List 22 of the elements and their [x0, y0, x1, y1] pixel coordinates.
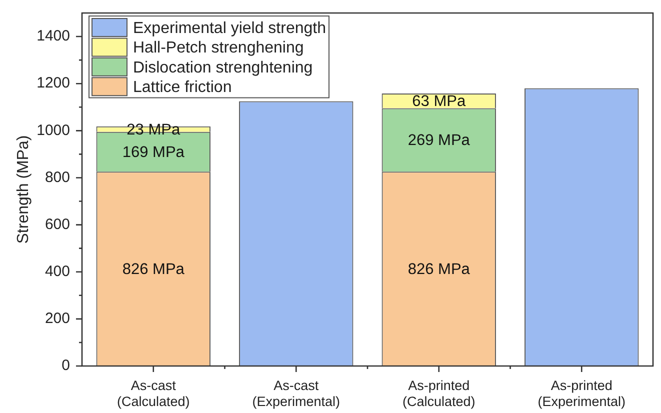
y-tick-label: 200 [44, 310, 70, 328]
data-label: 63 MPa [412, 93, 466, 110]
legend-label: Dislocation strenghtening [133, 59, 313, 76]
y-tick-label: 1000 [36, 122, 70, 139]
x-tick-label: As-cast (Experimental) [252, 378, 340, 410]
data-label: 826 MPa [408, 261, 470, 278]
x-tick-label: As-cast (Calculated) [116, 378, 190, 410]
y-tick-label: 0 [62, 357, 70, 374]
legend-label: Hall-Petch strenghening [133, 40, 304, 57]
legend-label: Experimental yield strength [133, 20, 326, 37]
y-tick-label: 800 [44, 168, 70, 186]
data-label: 269 MPa [408, 132, 470, 150]
y-tick-label: 1200 [36, 74, 70, 92]
y-tick-label: 400 [44, 263, 70, 280]
y-axis-title: Strength (MPa) [15, 135, 32, 244]
legend-label: Lattice friction [133, 79, 232, 96]
y-tick-label: 1400 [36, 28, 70, 45]
data-label: 826 MPa [122, 261, 185, 278]
x-tick-label: As-printed (Calculated) [402, 378, 476, 410]
x-tick-label: As-printed (Experimental) [538, 378, 626, 410]
y-tick-label: 600 [44, 216, 70, 233]
data-label: 169 MPa [122, 144, 185, 162]
